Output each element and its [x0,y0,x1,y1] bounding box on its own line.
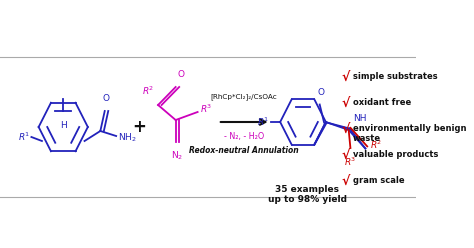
Text: √: √ [342,72,350,85]
Text: [RhCp*Cl₂]₂/CsOAc: [RhCp*Cl₂]₂/CsOAc [211,93,278,100]
Text: √: √ [342,176,350,189]
Text: +: + [132,118,146,136]
Text: $R^1$: $R^1$ [257,116,270,128]
Text: valuable products: valuable products [353,150,438,159]
Text: $R^2$: $R^2$ [142,85,155,97]
Text: 35 examples
up to 98% yield: 35 examples up to 98% yield [268,185,347,204]
Text: Redox-neutral Annulation: Redox-neutral Annulation [189,146,299,155]
Text: H: H [60,121,67,129]
Text: O: O [177,70,184,79]
Text: √: √ [342,124,350,137]
Text: $R^1$: $R^1$ [18,131,30,143]
Text: $R^3$: $R^3$ [344,156,356,168]
Text: √: √ [342,150,350,163]
Text: O: O [318,88,325,96]
Text: gram scale: gram scale [353,176,405,185]
Text: N$_2$: N$_2$ [171,150,183,162]
Text: simple substrates: simple substrates [353,72,438,81]
Text: environmentally benign
waste: environmentally benign waste [353,124,466,143]
Text: $R^3$: $R^3$ [200,103,213,115]
Text: O: O [103,94,110,103]
Text: NH$_2$: NH$_2$ [118,132,137,144]
Text: $R^2$: $R^2$ [370,138,382,151]
Text: oxidant free: oxidant free [353,98,411,107]
Text: √: √ [342,98,350,111]
Text: - N₂, - H₂O: - N₂, - H₂O [224,132,264,141]
Text: NH: NH [353,114,366,123]
